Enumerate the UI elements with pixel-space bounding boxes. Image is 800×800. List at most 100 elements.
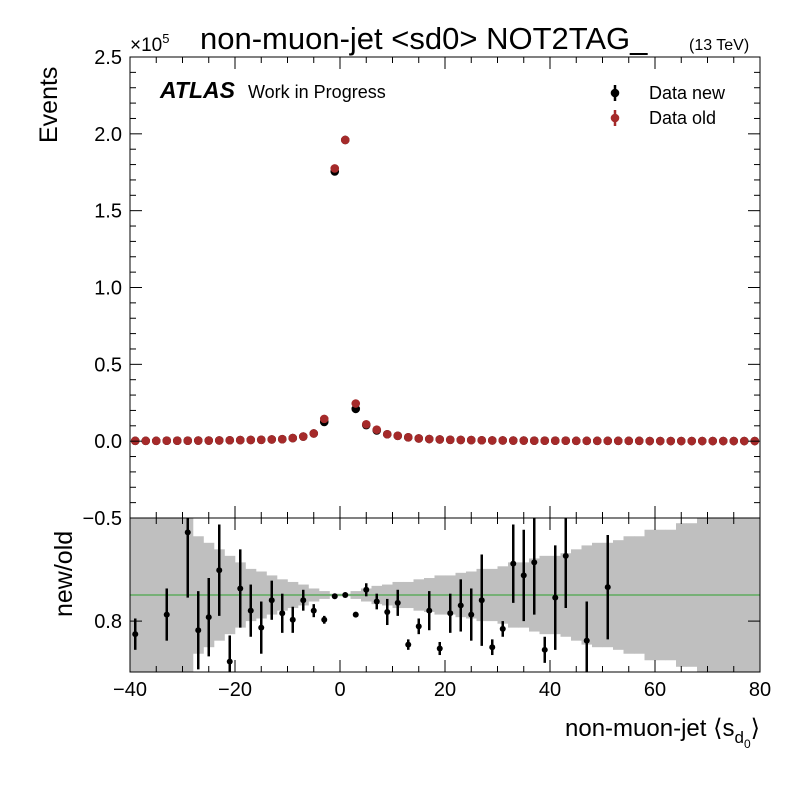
data-point (141, 436, 151, 446)
x-tick-label: 20 (434, 679, 456, 701)
data-point (172, 436, 182, 446)
atlas-sublabel: Work in Progress (248, 82, 386, 102)
data-point (456, 435, 466, 445)
data-point (225, 435, 235, 445)
data-point (529, 436, 539, 446)
legend-label: Data new (649, 83, 726, 103)
data-point (540, 436, 550, 446)
data-point (687, 436, 697, 446)
x-axis-label: non-muon-jet ⟨sd0⟩ (565, 715, 760, 751)
ratio-point (331, 593, 338, 600)
data-point (445, 435, 455, 445)
data-point (162, 436, 172, 446)
y-tick-label: 0.5 (94, 354, 122, 376)
x-tick-label: 40 (539, 679, 561, 701)
ratio-point (195, 627, 202, 634)
y-tick-label: 2.5 (94, 47, 122, 69)
ratio-point (237, 585, 244, 592)
data-point (718, 436, 728, 446)
data-point (382, 429, 392, 439)
legend-marker (610, 113, 620, 123)
ratio-point (205, 614, 212, 621)
ratio-point (342, 592, 349, 598)
data-point (351, 399, 361, 408)
data-point (151, 436, 161, 446)
data-point (309, 429, 319, 438)
ratio-point (163, 611, 170, 618)
data-point (340, 135, 350, 145)
data-point (519, 436, 529, 445)
data-point (498, 436, 508, 445)
x-tick-label: 80 (749, 679, 771, 701)
ratio-point (426, 607, 433, 614)
data-point (277, 434, 287, 444)
data-point (508, 436, 518, 445)
data-point (267, 435, 277, 444)
ratio-point (415, 623, 422, 630)
ratio-point (384, 608, 391, 615)
x-label-subsub: 0 (744, 737, 751, 751)
ratio-point (300, 597, 307, 604)
data-point (634, 436, 644, 446)
ratio-point (363, 586, 370, 593)
ratio-point (510, 560, 517, 567)
y-tick-label: 1.5 (94, 201, 122, 223)
ratio-y-axis-label: new/old (50, 531, 78, 617)
ratio-point (216, 567, 223, 574)
data-point (288, 433, 298, 443)
data-point (435, 435, 445, 444)
data-point (477, 435, 487, 445)
data-point (214, 436, 224, 445)
x-label-sub: d (734, 728, 743, 747)
ratio-point (394, 599, 401, 606)
atlas-label: ATLAS (159, 77, 236, 103)
ratio-point (436, 645, 443, 652)
ratio-point (531, 559, 538, 566)
ratio-point (552, 594, 559, 601)
data-point (739, 436, 749, 446)
ratio-point (405, 641, 412, 648)
data-point (729, 436, 739, 446)
ratio-point (604, 584, 611, 591)
data-point (193, 436, 203, 445)
data-point (235, 435, 245, 445)
data-point (183, 436, 193, 446)
ratio-point (447, 610, 454, 617)
data-point (204, 436, 214, 445)
ratio-point (352, 611, 359, 618)
data-point (592, 436, 602, 446)
data-point (624, 436, 634, 446)
x-label-text: non-muon-jet ⟨s (565, 715, 734, 742)
ratio-point (562, 552, 569, 559)
y-tick-label: 0.0 (94, 431, 122, 453)
multiplier-power: 5 (162, 31, 169, 46)
data-point (561, 436, 571, 446)
ratio-point (478, 597, 485, 604)
data-point (424, 434, 434, 444)
ratio-point (289, 616, 296, 623)
y-tick-label: 1.0 (94, 278, 122, 300)
x-tick-label: −20 (218, 679, 252, 701)
data-point (582, 436, 592, 446)
y-axis-label: Events (35, 67, 63, 143)
ratio-point (489, 644, 496, 651)
data-point (466, 435, 476, 445)
y-multiplier: ×105 (130, 31, 169, 56)
x-tick-label: 60 (644, 679, 666, 701)
data-point (666, 436, 676, 446)
ratio-point (184, 529, 191, 536)
y-tick-label: 2.0 (94, 124, 122, 146)
data-point (708, 436, 718, 446)
data-point (256, 435, 266, 445)
ratio-point (373, 598, 380, 605)
data-point (372, 425, 382, 434)
y-tick-label: −0.5 (83, 508, 122, 530)
x-label-close: ⟩ (751, 715, 760, 742)
ratio-point (310, 607, 317, 614)
legend-marker (610, 88, 620, 98)
ratio-point (247, 607, 254, 614)
ratio-point (468, 611, 475, 618)
ratio-point (541, 646, 548, 653)
